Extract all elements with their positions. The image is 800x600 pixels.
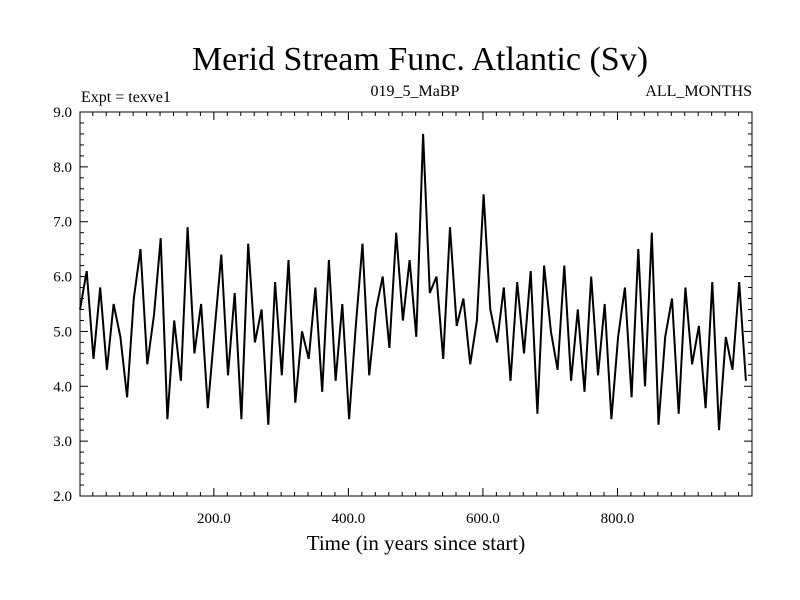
y-tick-label: 9.0 [53, 105, 72, 121]
chart-title: Merid Stream Func. Atlantic (Sv) [192, 41, 648, 78]
axis-tick-labels: 200.0 400.0 600.0 800.0 2.0 3.0 4.0 5.0 6.0 7.0 8.… [53, 105, 634, 527]
y-tick-label: 5.0 [53, 324, 72, 340]
axis-ticks [80, 111, 753, 497]
y-tick-label: 7.0 [53, 215, 72, 231]
y-tick-label: 4.0 [53, 379, 72, 395]
x-tick-label: 600.0 [466, 511, 500, 527]
period-label: 019_5_MaBP [371, 83, 460, 100]
series-line [79, 133, 747, 431]
y-tick-label: 2.0 [53, 489, 72, 505]
months-label: ALL_MONTHS [645, 83, 752, 100]
y-tick-label: 8.0 [53, 160, 72, 176]
y-tick-label: 3.0 [53, 434, 72, 450]
plot-frame [79, 111, 753, 497]
x-tick-label: 200.0 [197, 511, 231, 527]
x-tick-label: 400.0 [332, 511, 366, 527]
y-tick-label: 6.0 [53, 270, 72, 286]
x-axis-label: Time (in years since start) [307, 531, 526, 555]
x-tick-label: 800.0 [601, 511, 635, 527]
experiment-label: Expt = texve1 [81, 89, 171, 106]
series-group [79, 133, 747, 431]
